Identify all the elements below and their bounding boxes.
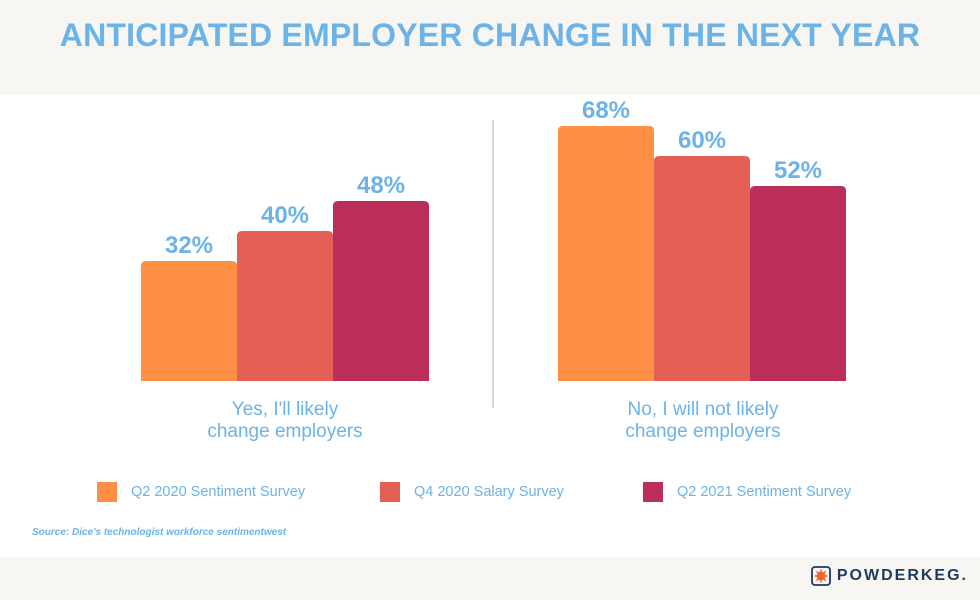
- legend: Q2 2020 Sentiment Survey Q4 2020 Salary …: [0, 482, 980, 506]
- legend-label-q2-2020: Q2 2020 Sentiment Survey: [131, 484, 306, 500]
- bar-series-1-cat-1: [654, 156, 750, 381]
- category-label-0-line-0: Yes, I'll likely: [232, 399, 339, 420]
- bar-series-1-cat-0: [237, 231, 333, 381]
- category-label-1-line-1: change employers: [625, 421, 780, 442]
- legend-label-q4-2020: Q4 2020 Salary Survey: [414, 484, 564, 500]
- data-label-series-2-cat-0: 48%: [357, 172, 405, 199]
- legend-item-q2-2020: Q2 2020 Sentiment Survey: [97, 482, 305, 502]
- footer-band: [0, 557, 980, 600]
- powderkeg-logo-icon: [810, 566, 831, 586]
- title-band: [0, 0, 980, 95]
- data-label-series-0-cat-1: 68%: [582, 97, 630, 124]
- bar-series-0-cat-1: [558, 126, 654, 381]
- data-label-series-0-cat-0: 32%: [165, 232, 213, 259]
- brand-logo: POWDERKEG.: [810, 566, 968, 586]
- brand-name: POWDERKEG.: [836, 567, 968, 584]
- bar-series-2-cat-1: [750, 186, 846, 381]
- category-label-0-line-1: change employers: [207, 421, 362, 442]
- category-label-1-line-0: No, I will not likely: [628, 399, 779, 420]
- bar-series-0-cat-0: [141, 261, 237, 381]
- legend-label-q2-2021: Q2 2021 Sentiment Survey: [677, 484, 852, 500]
- source-note: Source: Dice's technologist workforce se…: [32, 527, 287, 538]
- legend-item-q4-2020: Q4 2020 Salary Survey: [380, 482, 564, 502]
- legend-swatch-q2-2021: [643, 482, 663, 502]
- data-label-series-1-cat-0: 40%: [261, 202, 309, 229]
- legend-item-q2-2021: Q2 2021 Sentiment Survey: [643, 482, 851, 502]
- bar-chart: 32%68%40%60%48%52%Yes, I'll likelychange…: [141, 97, 846, 442]
- data-label-series-2-cat-1: 52%: [774, 157, 822, 184]
- data-label-series-1-cat-1: 60%: [678, 127, 726, 154]
- legend-swatch-q2-2020: [97, 482, 117, 502]
- bar-series-2-cat-0: [333, 201, 429, 381]
- chart-title: ANTICIPATED EMPLOYER CHANGE IN THE NEXT …: [59, 17, 921, 53]
- legend-swatch-q4-2020: [380, 482, 400, 502]
